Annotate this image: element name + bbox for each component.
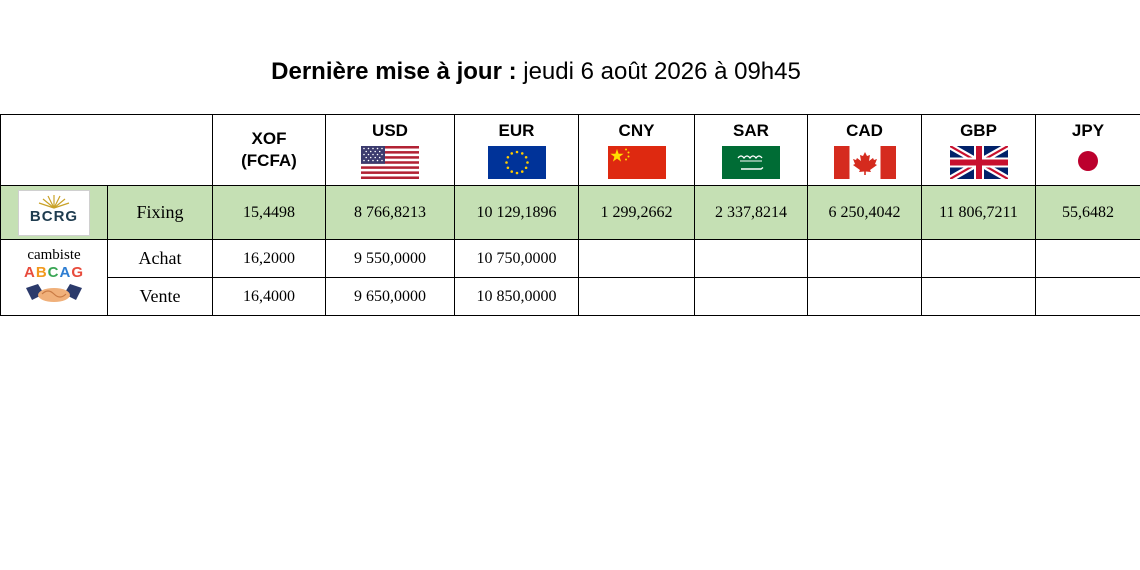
fixing-sar: 2 337,8214 <box>694 185 808 240</box>
currency-code: SAR <box>733 121 769 140</box>
fixing-row: BCRG Fixing 15,4498 8 766,8213 10 129,18… <box>0 185 1140 240</box>
currency-subtitle: (FCFA) <box>241 151 297 170</box>
achat-usd: 9 550,0000 <box>325 239 455 278</box>
china-flag-icon <box>607 146 666 179</box>
fixing-gbp: 11 806,7211 <box>921 185 1036 240</box>
achat-cad <box>807 239 922 278</box>
saudi-flag-icon <box>722 146 780 179</box>
vente-cny <box>578 277 695 316</box>
row-label-vente: Vente <box>107 277 213 316</box>
japan-flag-icon <box>1073 146 1103 176</box>
achat-row: cambiste ABCAG Achat 16,2000 9 550,0000 … <box>0 239 1140 316</box>
title-label: Dernière mise à jour : <box>271 58 517 85</box>
vente-jpy <box>1035 277 1140 316</box>
eu-flag-icon <box>487 146 546 179</box>
currency-code: JPY <box>1071 121 1105 140</box>
handshake-icon <box>26 283 82 302</box>
header-gbp: GBP <box>921 114 1036 186</box>
vente-eur: 10 850,0000 <box>454 277 579 316</box>
header-row: XOF (FCFA) USD <box>0 114 1140 186</box>
bcrg-logo-text: BCRG <box>29 207 79 225</box>
currency-code: CNY <box>618 121 655 140</box>
vente-row: Vente 16,4000 9 650,0000 10 850,0000 <box>1 277 1140 316</box>
header-usd: USD <box>325 114 455 186</box>
header-cny: CNY <box>578 114 695 186</box>
achat-cny <box>578 239 695 278</box>
vente-sar <box>694 277 808 316</box>
fixing-usd: 8 766,8213 <box>325 185 455 240</box>
exchange-rate-table: XOF (FCFA) USD <box>0 114 1140 316</box>
header-eur: EUR <box>454 114 579 186</box>
cambiste-text: cambiste <box>27 246 81 263</box>
header-xof: XOF (FCFA) <box>212 114 326 186</box>
us-flag-icon <box>361 146 419 179</box>
header-sar: SAR <box>694 114 808 186</box>
canada-flag-icon <box>833 146 896 179</box>
achat-eur: 10 750,0000 <box>454 239 579 278</box>
currency-code: EUR <box>498 121 535 140</box>
currency-code: USD <box>372 121 408 140</box>
abcag-text: ABCAG <box>23 263 85 281</box>
uk-flag-icon <box>949 146 1008 179</box>
fixing-jpy: 55,6482 <box>1035 185 1140 240</box>
currency-code: CAD <box>846 121 883 140</box>
header-cad: CAD <box>807 114 922 186</box>
currency-code: XOF <box>251 129 287 148</box>
achat-sar <box>694 239 808 278</box>
achat-gbp <box>921 239 1036 278</box>
vente-usd: 9 650,0000 <box>325 277 455 316</box>
vente-gbp <box>921 277 1036 316</box>
fixing-xof: 15,4498 <box>212 185 326 240</box>
row-label-achat: Achat <box>107 239 213 278</box>
fixing-cny: 1 299,2662 <box>578 185 695 240</box>
page-title: Dernière mise à jour : jeudi 6 août 2026… <box>0 58 1072 86</box>
abcag-logo-cell: cambiste ABCAG <box>0 239 108 316</box>
achat-jpy <box>1035 239 1140 278</box>
bcrg-logo-cell: BCRG <box>0 185 108 240</box>
achat-xof: 16,2000 <box>212 239 326 278</box>
abcag-logo: cambiste ABCAG <box>1 246 107 310</box>
title-date: jeudi 6 août 2026 à 09h45 <box>523 58 801 85</box>
currency-code: GBP <box>960 121 997 140</box>
fixing-eur: 10 129,1896 <box>454 185 579 240</box>
bcrg-logo: BCRG <box>18 189 90 236</box>
fixing-cad: 6 250,4042 <box>807 185 922 240</box>
header-jpy: JPY <box>1035 114 1140 186</box>
sunburst-icon <box>38 194 70 209</box>
row-label-fixing: Fixing <box>107 185 213 240</box>
vente-xof: 16,4000 <box>212 277 326 316</box>
vente-cad <box>807 277 922 316</box>
header-empty-cell <box>0 114 213 186</box>
